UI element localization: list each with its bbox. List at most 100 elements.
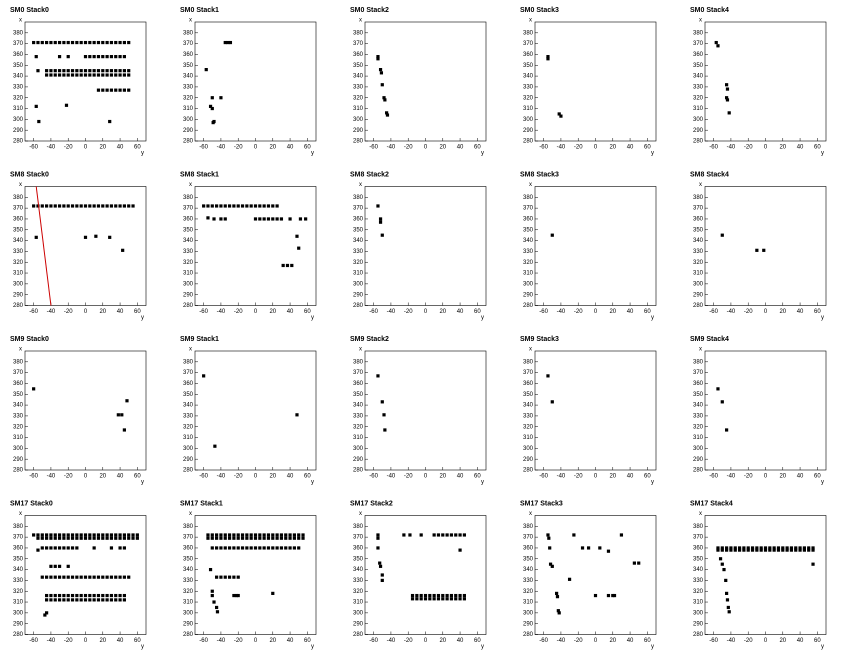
y-tick-label: 380 (523, 30, 534, 36)
point (733, 548, 737, 552)
y-axis-label: x (19, 347, 22, 353)
x-tick-label: 60 (474, 309, 481, 315)
point (96, 536, 101, 540)
y-tick-label: 370 (523, 41, 534, 47)
x-tick-label: -20 (64, 474, 73, 480)
y-tick-label: 380 (13, 524, 24, 530)
point (125, 399, 129, 403)
point (586, 546, 591, 550)
point (376, 204, 380, 208)
point (288, 546, 292, 550)
point (258, 217, 262, 221)
x-tick-label: 20 (439, 638, 446, 644)
panel-title: SM8 Stack1 (180, 171, 219, 178)
point (43, 613, 47, 617)
point (385, 111, 389, 115)
x-tick-label: 60 (474, 474, 481, 480)
point (70, 533, 75, 537)
point (441, 593, 445, 598)
point (279, 533, 284, 537)
point (88, 69, 92, 73)
point (449, 593, 454, 598)
y-tick-label: 380 (353, 524, 364, 530)
y-tick-label: 310 (523, 271, 534, 277)
point (206, 204, 210, 208)
x-tick-label: 0 (594, 309, 598, 315)
point (75, 536, 79, 540)
x-tick-label: -60 (539, 145, 548, 151)
point (208, 104, 213, 108)
point (53, 204, 57, 208)
y-tick-label: 290 (693, 621, 704, 627)
point (114, 40, 118, 45)
x-tick-label: -40 (387, 474, 396, 480)
point (32, 387, 36, 391)
point (53, 564, 57, 568)
y-tick-label: 290 (13, 621, 24, 627)
y-axis-label: x (529, 182, 532, 188)
point (57, 204, 62, 208)
y-tick-label: 310 (13, 435, 24, 441)
point (88, 204, 92, 208)
point (727, 111, 731, 115)
panel-title: SM8 Stack2 (350, 171, 389, 178)
point (279, 536, 284, 540)
point (445, 593, 449, 598)
point (789, 548, 794, 552)
point (109, 73, 114, 77)
point (109, 593, 114, 598)
y-tick-label: 280 (523, 139, 534, 145)
point (807, 548, 811, 552)
point (92, 69, 96, 73)
point (593, 593, 598, 598)
point (101, 598, 105, 602)
point (122, 55, 126, 59)
y-tick-label: 350 (183, 227, 194, 233)
point (79, 536, 83, 540)
y-tick-label: 280 (183, 632, 194, 638)
point (550, 564, 554, 568)
x-tick-label: -20 (744, 474, 753, 480)
y-tick-label: 340 (13, 238, 24, 244)
y-tick-label: 370 (523, 370, 534, 376)
y-tick-label: 380 (693, 524, 704, 530)
point (223, 546, 227, 550)
x-tick-label: 40 (627, 474, 634, 480)
x-tick-label: 20 (269, 638, 276, 644)
y-tick-label: 380 (353, 359, 364, 365)
x-tick-label: 40 (627, 638, 634, 644)
y-tick-label: 380 (13, 359, 24, 365)
point (45, 533, 49, 537)
y-tick-label: 380 (13, 195, 24, 201)
point (131, 204, 135, 208)
y-tick-label: 370 (693, 370, 704, 376)
point (729, 546, 733, 550)
point (781, 546, 785, 550)
panel: SM8 Stack3 280 290 300 310 320 330 340 350 360 370… (520, 171, 657, 321)
point (32, 533, 36, 537)
point (449, 597, 454, 601)
point (378, 217, 383, 221)
point (737, 546, 742, 550)
y-tick-label: 290 (353, 128, 364, 134)
y-tick-label: 310 (693, 106, 704, 112)
point (36, 69, 40, 73)
y-tick-label: 290 (693, 457, 704, 463)
point (720, 233, 724, 237)
y-axis-label: x (529, 18, 532, 24)
point (725, 428, 729, 432)
panel: SM17 Stack1 280 290 300 310 320 330 340 350 360 37… (180, 500, 317, 650)
x-tick-label: 40 (457, 145, 464, 151)
point (101, 593, 105, 598)
point (449, 533, 454, 537)
y-tick-label: 370 (13, 206, 24, 212)
y-tick-label: 280 (13, 468, 24, 474)
point (547, 536, 551, 540)
point (101, 536, 105, 540)
point (236, 575, 240, 579)
point (234, 593, 239, 598)
point (383, 428, 387, 432)
point (92, 55, 96, 59)
point (114, 575, 118, 579)
point (382, 413, 386, 417)
